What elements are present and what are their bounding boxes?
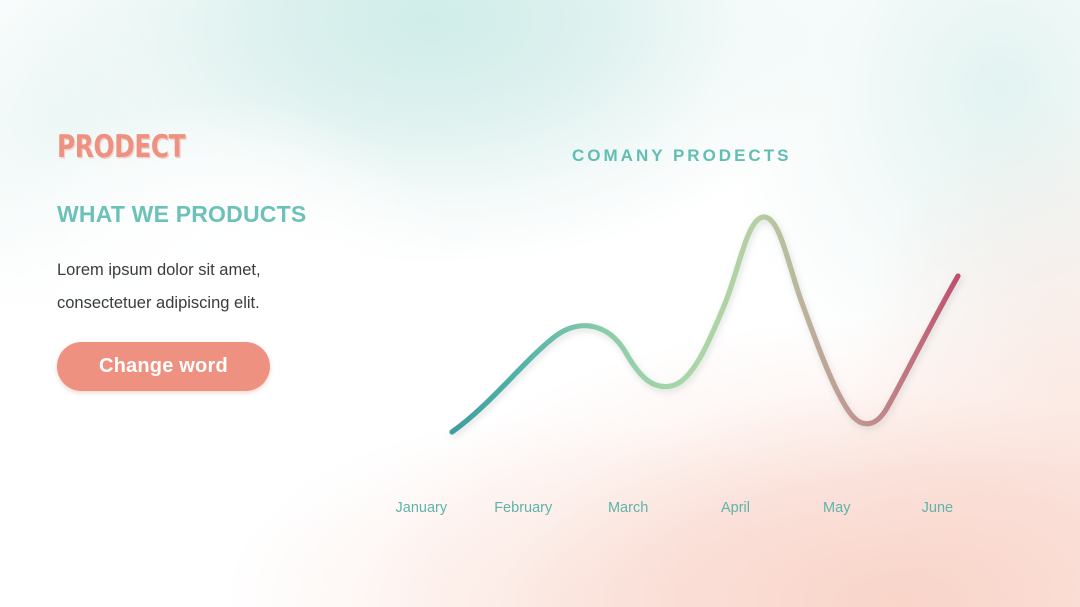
- x-axis-tick-january: January: [395, 500, 448, 516]
- chart-title: COMANY PRODECTS: [572, 146, 792, 165]
- x-axis-tick-march: March: [607, 500, 649, 516]
- x-axis-tick-june: June: [921, 500, 954, 516]
- chart-x-axis-labels: January February March April May June: [396, 500, 1010, 524]
- change-word-button[interactable]: Change word: [57, 342, 270, 391]
- chart-data-line: [449, 214, 961, 435]
- brand-logo: PRODECT: [57, 129, 186, 165]
- section-subheading: WHAT WE PRODUCTS: [57, 201, 307, 227]
- line-chart-svg: [448, 214, 986, 479]
- body-paragraph: Lorem ipsum dolor sit amet, consectetuer…: [57, 254, 327, 320]
- x-axis-tick-february: February: [494, 500, 553, 516]
- chart-plot-area: [430, 195, 1000, 495]
- body-line-2: consectetuer adipiscing elit.: [57, 294, 260, 312]
- left-content-column: PRODECT WHAT WE PRODUCTS Lorem ipsum dol…: [57, 132, 397, 391]
- body-line-1: Lorem ipsum dolor sit amet,: [57, 261, 261, 279]
- x-axis-tick-april: April: [720, 500, 751, 516]
- x-axis-tick-may: May: [823, 500, 851, 516]
